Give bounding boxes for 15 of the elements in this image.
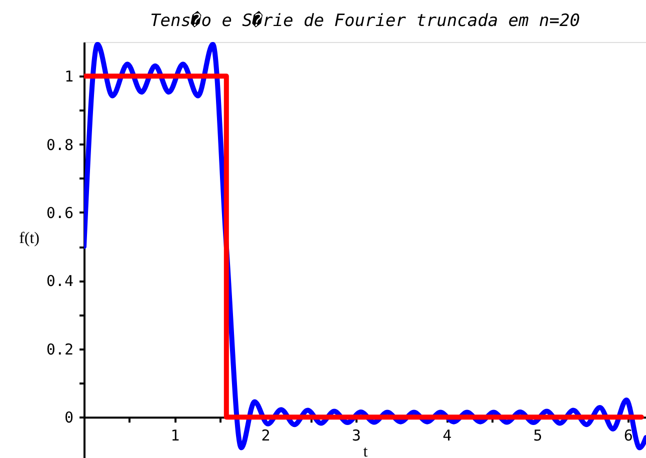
y-tick-label: 0.8: [46, 136, 74, 154]
x-tick-label: 4: [442, 426, 452, 445]
y-tick-label: 0.6: [46, 204, 74, 222]
x-tick-label: 6: [624, 426, 633, 445]
x-axis-title: t: [363, 444, 368, 458]
x-tick-label: 3: [352, 426, 361, 445]
x-tick-label: 5: [533, 426, 542, 445]
y-tick-label: 0.2: [46, 340, 74, 358]
y-axis-title: f(t): [19, 230, 40, 248]
x-tick-label: 1: [170, 426, 180, 445]
chart-title: Tens�o e S�rie de Fourier truncada em n=20: [150, 10, 580, 31]
y-tick-label: 1: [64, 68, 74, 86]
y-tick-label: 0.4: [46, 272, 74, 290]
x-tick-label: 2: [261, 426, 270, 445]
y-tick-label: 0: [64, 408, 74, 427]
